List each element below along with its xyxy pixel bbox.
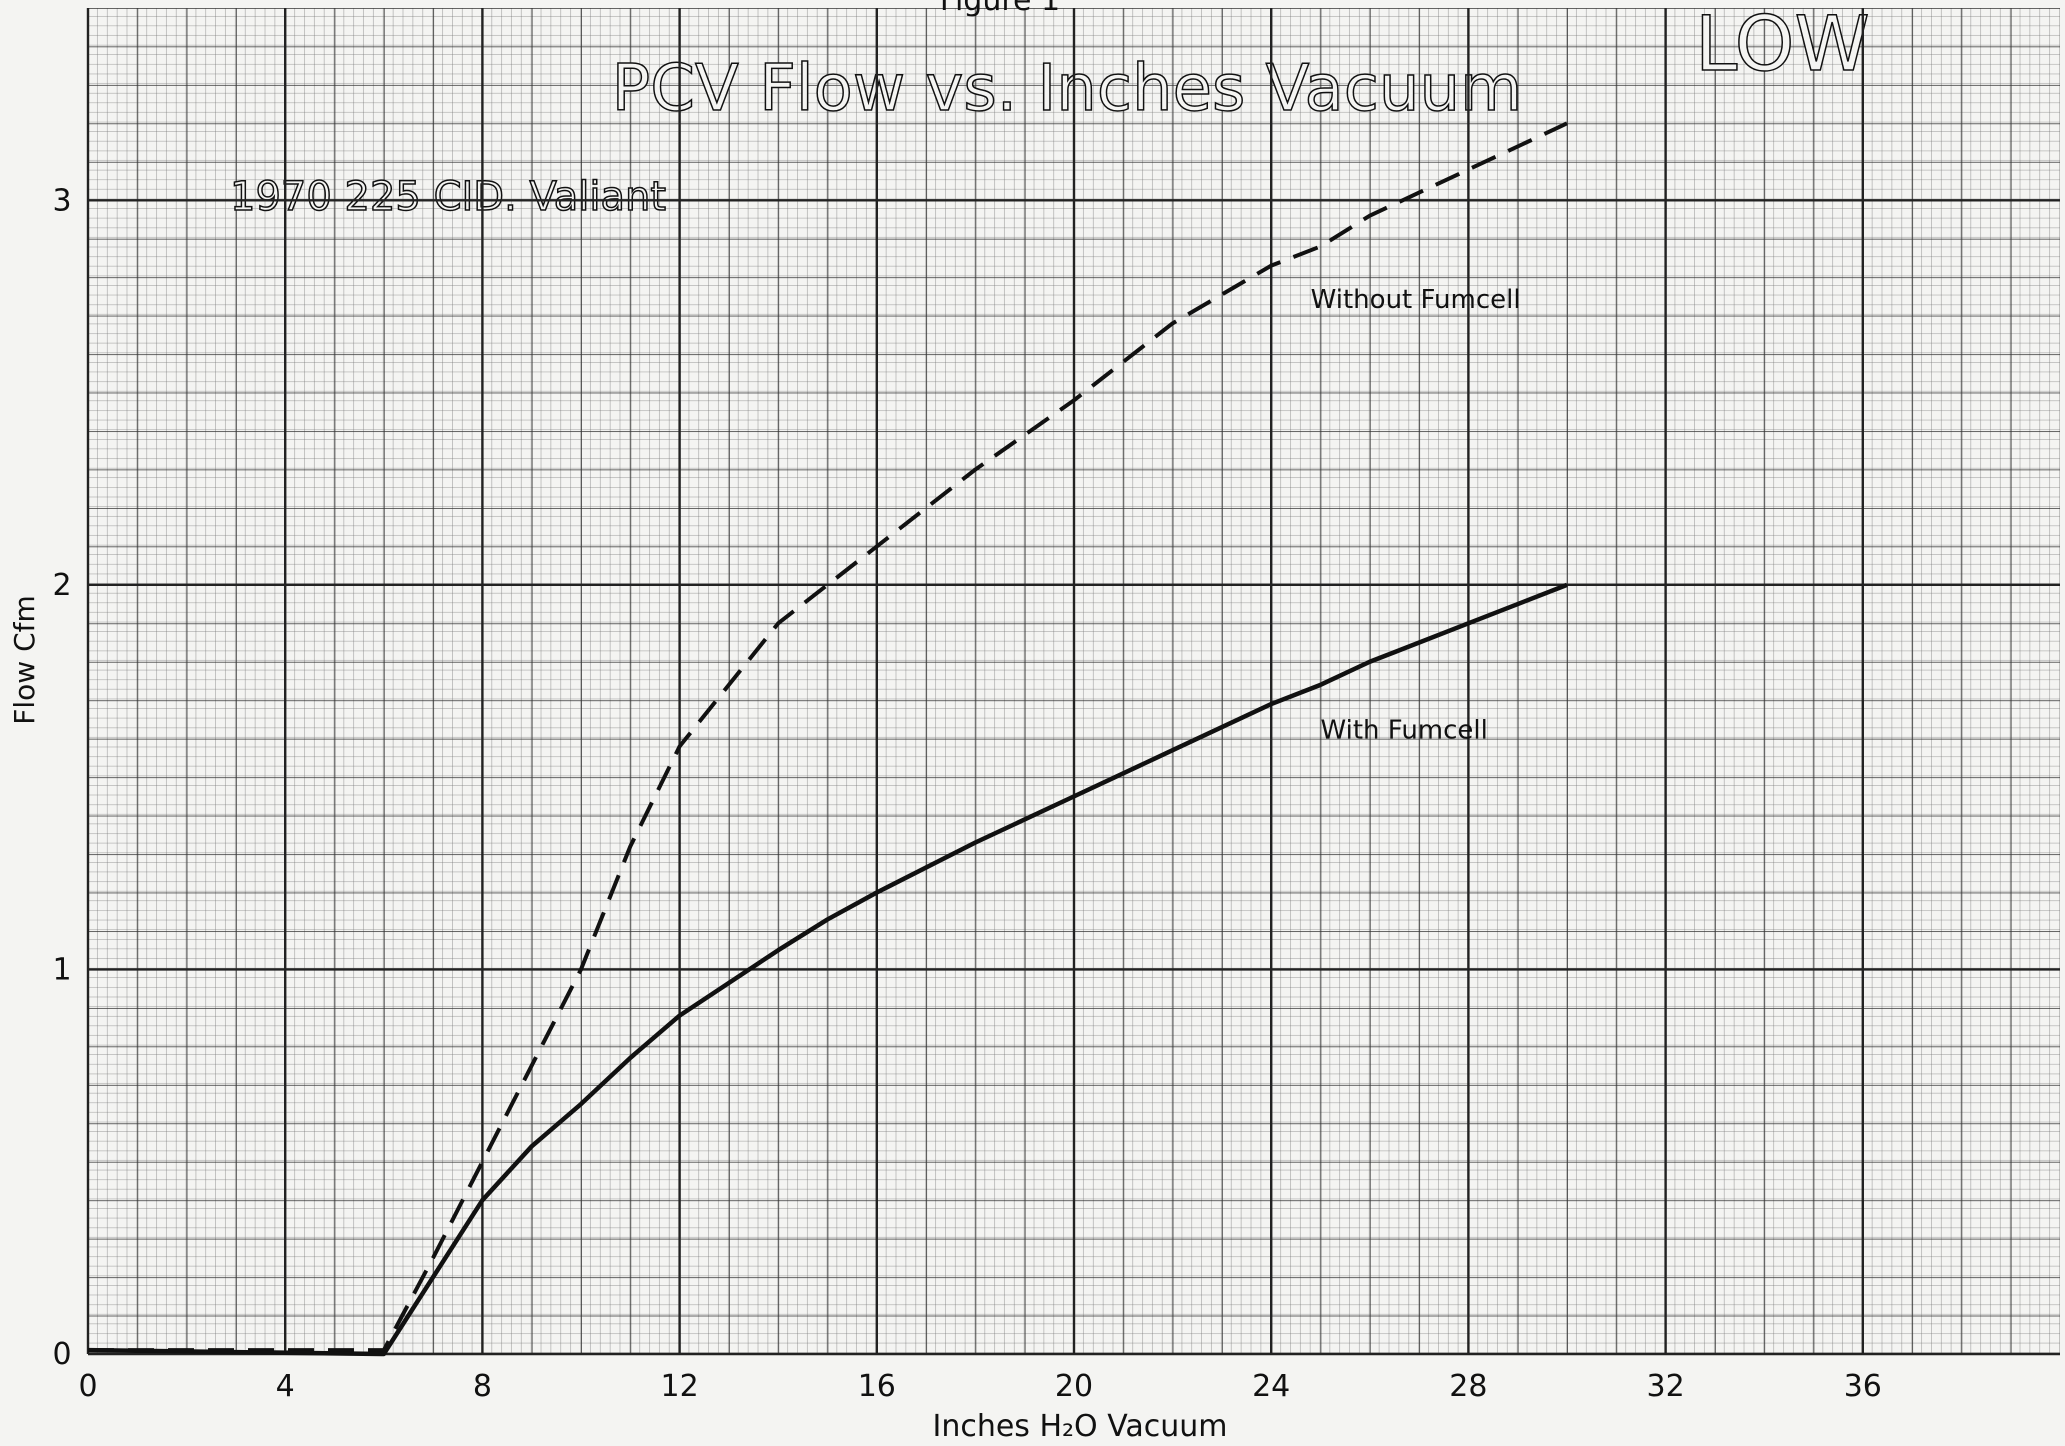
x-tick-label: 28: [1449, 1369, 1487, 1404]
series-label: With Fumcell: [1321, 716, 1488, 746]
y-tick-label: 3: [52, 183, 71, 218]
x-axis-label: Inches H₂O Vacuum: [932, 1409, 1227, 1444]
y-tick-label: 2: [52, 568, 71, 603]
x-tick-label: 24: [1252, 1369, 1290, 1404]
series-label: Without Fumcell: [1311, 285, 1521, 315]
y-axis-label: Flow Cfm: [8, 595, 41, 725]
x-tick-label: 36: [1844, 1369, 1882, 1404]
x-tick-label: 0: [78, 1369, 97, 1404]
y-tick-label: 1: [52, 952, 71, 987]
x-tick-label: 8: [473, 1369, 492, 1404]
data-line: [87, 582, 1568, 1357]
stamp: LOW: [1695, 0, 1870, 88]
figure-note: Figure 1: [940, 0, 1060, 18]
x-tick-label: 16: [858, 1369, 896, 1404]
x-tick-label: 4: [276, 1369, 295, 1404]
x-tick-label: 12: [661, 1369, 699, 1404]
x-tick-label: 32: [1647, 1369, 1685, 1404]
x-tick-label: 20: [1055, 1369, 1093, 1404]
y-tick-label: 0: [52, 1337, 71, 1372]
chart-subtitle: 1970 225 CID. Valiant: [230, 174, 666, 220]
chart-title: PCV Flow vs. Inches Vacuum: [612, 52, 1523, 126]
